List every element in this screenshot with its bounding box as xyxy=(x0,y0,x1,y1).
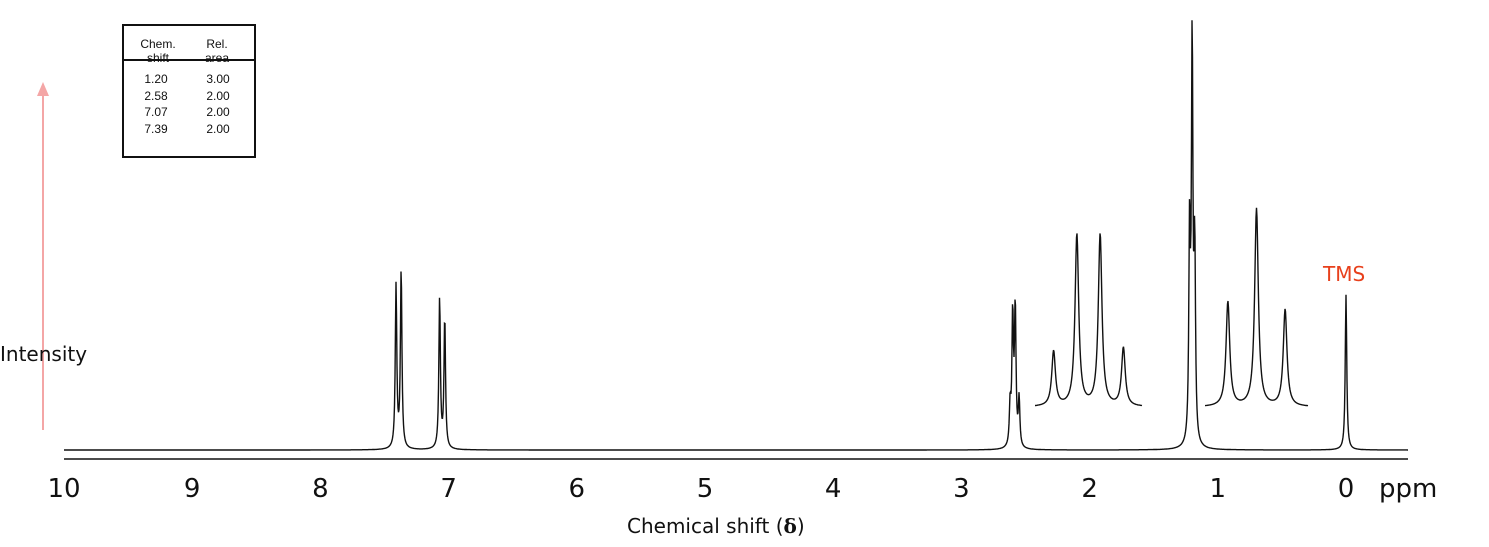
table-cell-area: 2.00 xyxy=(206,88,230,103)
peak-table-header-shift: Chem. shift xyxy=(124,37,192,65)
y-axis-label: Intensity xyxy=(0,342,87,366)
x-tick-label: 7 xyxy=(440,474,457,504)
spectrum-trace xyxy=(64,20,1408,451)
table-cell-shift: 1.20 xyxy=(144,72,168,86)
table-row: 7.39 2.00 xyxy=(124,121,254,138)
x-tick-label: 5 xyxy=(697,474,714,504)
x-tick-label: 6 xyxy=(569,474,586,504)
peak-integration-table: Chem. shift Rel. area 1.20 3.00 2.58 2.0… xyxy=(122,24,256,158)
table-cell-area: 2.00 xyxy=(206,121,230,136)
x-tick-label: 1 xyxy=(1210,474,1227,504)
y-axis-arrow-head xyxy=(37,82,49,96)
x-tick-label: 0 xyxy=(1338,474,1355,504)
x-axis-title-symbol: δ xyxy=(784,514,797,538)
x-tick-label: 3 xyxy=(953,474,970,504)
table-cell-shift: 7.07 xyxy=(144,105,168,119)
table-row: 7.07 2.00 xyxy=(124,104,254,121)
x-tick-label: 9 xyxy=(184,474,201,504)
x-axis-title: Chemical shift (δ) xyxy=(627,514,805,538)
expansion-inset-triplet xyxy=(1205,207,1309,407)
peak-table-header-area: Rel. area xyxy=(192,37,242,65)
x-axis-unit: ppm xyxy=(1379,474,1437,504)
table-row: 1.20 3.00 xyxy=(124,71,254,88)
expansion-inset-quartet xyxy=(1035,233,1143,407)
x-axis-title-close: ) xyxy=(797,514,805,538)
x-tick-label: 10 xyxy=(47,474,80,504)
table-cell-area: 3.00 xyxy=(206,72,230,86)
x-tick-label: 4 xyxy=(825,474,842,504)
x-axis-title-text: Chemical shift ( xyxy=(627,514,784,538)
header-shift-line1: Chem. xyxy=(140,37,176,51)
tms-reference-label: TMS xyxy=(1322,262,1365,286)
peak-table-rows: 1.20 3.00 2.58 2.00 7.07 2.00 7.39 2.00 xyxy=(124,61,254,137)
x-tick-label: 8 xyxy=(312,474,329,504)
table-row: 2.58 2.00 xyxy=(124,88,254,105)
x-tick-label: 2 xyxy=(1081,474,1098,504)
table-cell-shift: 2.58 xyxy=(144,88,168,103)
table-cell-area: 2.00 xyxy=(206,105,230,119)
header-area-line2: area xyxy=(204,51,230,65)
table-cell-shift: 7.39 xyxy=(144,121,168,136)
header-shift-line2: shift xyxy=(146,51,169,65)
peak-table-header: Chem. shift Rel. area xyxy=(124,26,254,65)
header-area-line1: Rel. xyxy=(206,37,228,51)
